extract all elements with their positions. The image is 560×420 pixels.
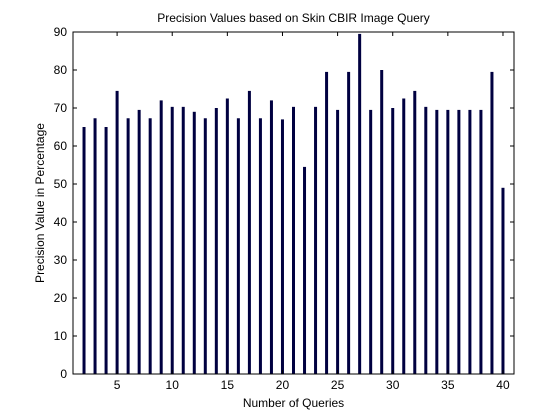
x-tick-label: 35 (441, 378, 455, 392)
bar-query-40 (501, 187, 505, 374)
bar-query-2 (82, 127, 86, 374)
bar-query-25 (336, 109, 340, 375)
x-axis-ticks: 5 10 15 20 25 30 35 40 (114, 32, 510, 392)
x-tick-label: 15 (221, 378, 235, 392)
bar-query-15 (225, 98, 229, 374)
bar-query-36 (457, 109, 461, 375)
bar-query-22 (303, 166, 307, 374)
y-tick-label: 70 (54, 101, 68, 115)
y-tick-label: 40 (54, 215, 68, 229)
y-tick-label: 10 (54, 329, 68, 343)
bar-query-24 (325, 71, 329, 375)
y-tick-label: 50 (54, 177, 68, 191)
bar-query-31 (402, 98, 406, 374)
bar-query-6 (126, 118, 130, 374)
plot-frame (72, 31, 515, 375)
bar-query-32 (413, 90, 417, 375)
y-tick-label: 30 (54, 253, 68, 267)
bar-query-17 (247, 90, 251, 375)
bar-query-10 (170, 106, 174, 375)
bar-query-8 (148, 118, 152, 374)
y-tick-label: 0 (60, 367, 67, 381)
x-tick-label: 20 (276, 378, 290, 392)
bar-query-21 (292, 106, 295, 375)
bar-query-20 (280, 119, 284, 375)
bar-query-30 (391, 108, 395, 374)
x-axis-label: Number of Queries (243, 396, 344, 410)
bar-query-26 (347, 71, 351, 375)
bar-query-14 (214, 108, 218, 374)
bar-query-39 (490, 71, 494, 375)
bar-query-16 (236, 118, 240, 374)
bar-query-19 (269, 100, 273, 375)
bar-query-23 (314, 106, 318, 375)
y-tick-label: 20 (54, 291, 68, 305)
bar-query-5 (115, 90, 119, 375)
bar-query-13 (203, 118, 207, 374)
bar-query-28 (369, 109, 373, 375)
x-tick-label: 5 (114, 378, 121, 392)
bar-query-11 (181, 106, 185, 375)
bar-query-12 (192, 111, 196, 375)
y-tick-label: 60 (54, 139, 68, 153)
x-tick-label: 10 (166, 378, 180, 392)
bar-query-3 (93, 118, 97, 374)
bar-query-33 (424, 106, 428, 375)
bar-query-7 (137, 109, 141, 375)
chart-title: Precision Values based on Skin CBIR Imag… (157, 11, 430, 25)
bar-query-27 (358, 33, 362, 375)
x-tick-label: 30 (386, 378, 400, 392)
bar-query-4 (104, 127, 108, 374)
y-axis-ticks: 0 10 20 30 40 50 60 70 80 90 (54, 25, 514, 381)
bar-query-9 (159, 100, 163, 375)
y-tick-label: 90 (54, 25, 68, 39)
bar-query-29 (380, 70, 384, 374)
y-tick-label: 80 (54, 63, 68, 77)
bar-query-35 (446, 109, 450, 375)
bar-query-34 (435, 109, 439, 375)
bar-query-38 (479, 109, 483, 375)
x-tick-label: 40 (496, 378, 510, 392)
bar-query-18 (258, 118, 262, 374)
x-tick-label: 25 (331, 378, 345, 392)
bars-group (82, 33, 505, 375)
y-axis-label: Precision Value in Percentage (33, 123, 47, 283)
bar-query-37 (468, 109, 472, 375)
